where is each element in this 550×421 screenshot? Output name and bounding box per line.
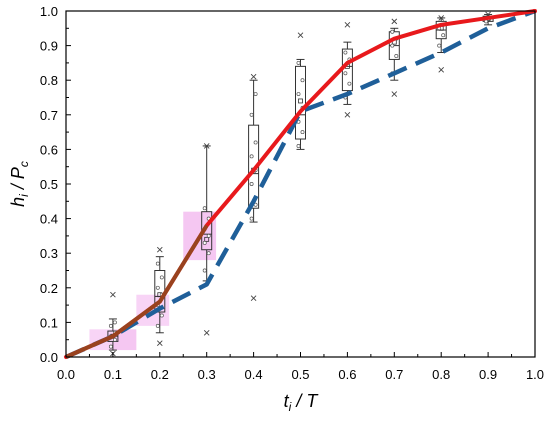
- y-tick-label: 0.3: [40, 246, 58, 261]
- outlier-marker: [203, 143, 210, 149]
- tick-layer: 0.0 0.1 0.2 0.3 0.4 0.5 0.6 0.7 0.8 0.9 1.0 0.0 0.1 0…: [40, 4, 544, 382]
- y-axis-title: hi / Pc: [8, 161, 31, 207]
- box-body: [295, 65, 306, 140]
- data-point: [441, 33, 446, 38]
- data-point: [296, 60, 301, 65]
- y-tick-label: 0.4: [40, 212, 58, 227]
- data-point: [202, 240, 207, 245]
- outlier-marker: [156, 340, 163, 346]
- x-tick-label: 0.1: [104, 367, 122, 382]
- y-tick-label: 0.0: [40, 350, 58, 365]
- outlier-marker: [344, 111, 351, 118]
- y-tick-label: 0.6: [40, 142, 58, 157]
- outlier-marker: [344, 22, 351, 28]
- data-point: [108, 323, 113, 328]
- box-mean-marker: [298, 98, 303, 104]
- x-axis-title: ti / T: [284, 391, 320, 414]
- data-point: [108, 344, 113, 349]
- y-tick-label: 0.9: [40, 39, 58, 54]
- data-point: [112, 320, 117, 325]
- data-point: [437, 43, 442, 48]
- outlier-marker: [203, 329, 210, 336]
- data-point: [347, 81, 352, 86]
- y-axis-title-sub2: c: [17, 161, 31, 167]
- data-point: [249, 154, 254, 159]
- shaded-band: [112, 329, 137, 351]
- data-point: [253, 92, 258, 96]
- x-tick-label: 0.4: [245, 367, 263, 382]
- data-point: [390, 29, 395, 34]
- data-point: [155, 323, 160, 328]
- x-tick-label: 0.2: [151, 367, 169, 382]
- outlier-marker: [391, 18, 398, 25]
- data-point: [300, 130, 305, 135]
- outlier-marker: [250, 295, 257, 301]
- y-axis-title-sub: i: [17, 194, 31, 197]
- y-tick-label: 0.2: [40, 281, 58, 296]
- series-line-overlap: [65, 224, 209, 359]
- x-axis-title-sub: i: [289, 400, 292, 414]
- data-point: [390, 43, 395, 48]
- data-point: [343, 71, 348, 76]
- data-point: [206, 233, 211, 238]
- x-axis-title-main: t: [284, 391, 290, 411]
- data-point: [155, 285, 160, 290]
- x-tick-label: 1.0: [526, 367, 544, 382]
- boxplot: [388, 18, 400, 97]
- data-point: [249, 112, 254, 117]
- x-tick-label: 0.7: [385, 367, 403, 382]
- outlier-marker: [250, 73, 257, 80]
- data-point: [159, 313, 164, 318]
- x-axis-title-rest: / T: [291, 391, 319, 411]
- y-axis-title-mid: / P: [8, 167, 28, 194]
- x-tick-label: 0.6: [338, 367, 356, 382]
- boxplot: [295, 32, 306, 150]
- data-point: [202, 206, 207, 211]
- y-axis-title-main: h: [8, 197, 28, 207]
- data-point: [296, 143, 301, 148]
- boxplot: [248, 73, 260, 301]
- boxplot: [341, 22, 353, 118]
- data-point: [394, 54, 399, 58]
- y-tick-label: 1.0: [40, 4, 58, 19]
- data-point: [112, 337, 117, 342]
- x-tick-label: 0.5: [291, 367, 309, 382]
- data-point: [249, 182, 254, 186]
- data-point: [343, 50, 348, 55]
- outlier-marker: [156, 246, 163, 253]
- data-point: [253, 140, 258, 145]
- data-point: [159, 275, 164, 280]
- y-tick-label: 0.1: [40, 315, 58, 330]
- data-point: [206, 251, 211, 256]
- outlier-marker: [110, 291, 116, 298]
- box-mean-marker: [204, 236, 210, 242]
- x-tick-label: 0.3: [198, 367, 216, 382]
- data-point: [300, 78, 305, 83]
- outlier-marker: [438, 67, 445, 73]
- y-tick-label: 0.5: [40, 177, 58, 192]
- series-line-layer: [64, 8, 537, 360]
- y-tick-label: 0.8: [40, 73, 58, 88]
- shaded-band-layer: [89, 211, 217, 351]
- outlier-marker: [297, 32, 304, 39]
- outlier-marker: [391, 91, 398, 97]
- x-tick-label: 0.0: [57, 367, 75, 382]
- outlier-marker: [438, 15, 445, 21]
- x-tick-label: 0.8: [432, 367, 450, 382]
- y-tick-label: 0.7: [40, 108, 58, 123]
- data-point: [249, 216, 254, 221]
- data-point: [202, 268, 207, 273]
- series-line-dashed: [65, 8, 536, 360]
- x-tick-label: 0.9: [479, 367, 497, 382]
- boxplot: [201, 143, 213, 336]
- data-point: [155, 261, 160, 266]
- data-point: [296, 92, 301, 96]
